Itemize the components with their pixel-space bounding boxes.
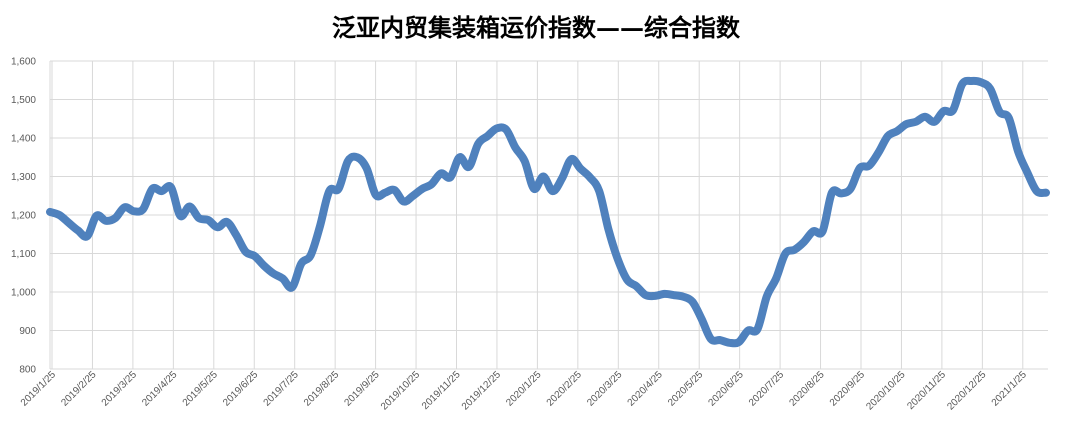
chart-title: 泛亚内贸集装箱运价指数——综合指数 [332, 13, 741, 42]
gridlines [49, 60, 1048, 370]
y-tick-label: 1,100 [11, 249, 36, 260]
x-tick-label: 2020/12/25 [945, 369, 988, 412]
x-tick-label: 2020/10/25 [864, 369, 907, 412]
x-tick-label: 2021/1/25 [990, 369, 1030, 409]
y-tick-label: 1,300 [11, 172, 36, 183]
y-tick-label: 1,000 [11, 288, 36, 299]
x-tick-label: 2020/6/25 [707, 369, 747, 409]
x-tick-label: 2019/6/25 [221, 369, 261, 409]
y-tick-label: 1,400 [11, 134, 36, 145]
y-tick-label: 1,200 [11, 211, 36, 222]
x-tick-label: 2020/5/25 [666, 369, 706, 409]
x-tick-label: 2020/1/25 [504, 369, 544, 409]
y-tick-label: 1,500 [11, 95, 36, 106]
x-tick-label: 2019/4/25 [140, 369, 180, 409]
x-tick-label: 2019/12/25 [460, 369, 503, 412]
x-tick-label: 2019/9/25 [342, 369, 382, 409]
y-tick-label: 900 [19, 326, 36, 337]
series-layer [46, 76, 1050, 348]
x-tick-label: 2019/11/25 [420, 369, 463, 412]
x-tick-label: 2020/9/25 [828, 369, 868, 409]
x-tick-label: 2020/7/25 [747, 369, 787, 409]
x-tick-label: 2019/3/25 [100, 369, 140, 409]
series-line [46, 76, 1050, 348]
y-tick-label: 800 [19, 365, 36, 376]
x-tick-label: 2020/3/25 [585, 369, 625, 409]
x-tick-label: 2019/7/25 [262, 369, 302, 409]
x-axis-tick-labels: 2019/1/25 2019/2/25 2019/3/25 2019/4/25 2019… [19, 369, 1029, 412]
x-tick-label: 2019/8/25 [302, 369, 342, 409]
x-tick-label: 2019/5/25 [181, 369, 221, 409]
y-tick-label: 1,600 [11, 57, 36, 68]
y-axis-tick-labels: 800 900 1,000 1,100 1,200 1,300 1,400 1,500 1,60… [11, 57, 36, 376]
x-tick-label: 2020/2/25 [545, 369, 585, 409]
x-tick-label: 2019/2/25 [59, 369, 99, 409]
x-tick-label: 2020/8/25 [787, 369, 827, 409]
x-tick-label: 2020/4/25 [626, 369, 666, 409]
x-tick-label: 2019/10/25 [379, 369, 422, 412]
x-tick-label: 2020/11/25 [905, 369, 948, 412]
